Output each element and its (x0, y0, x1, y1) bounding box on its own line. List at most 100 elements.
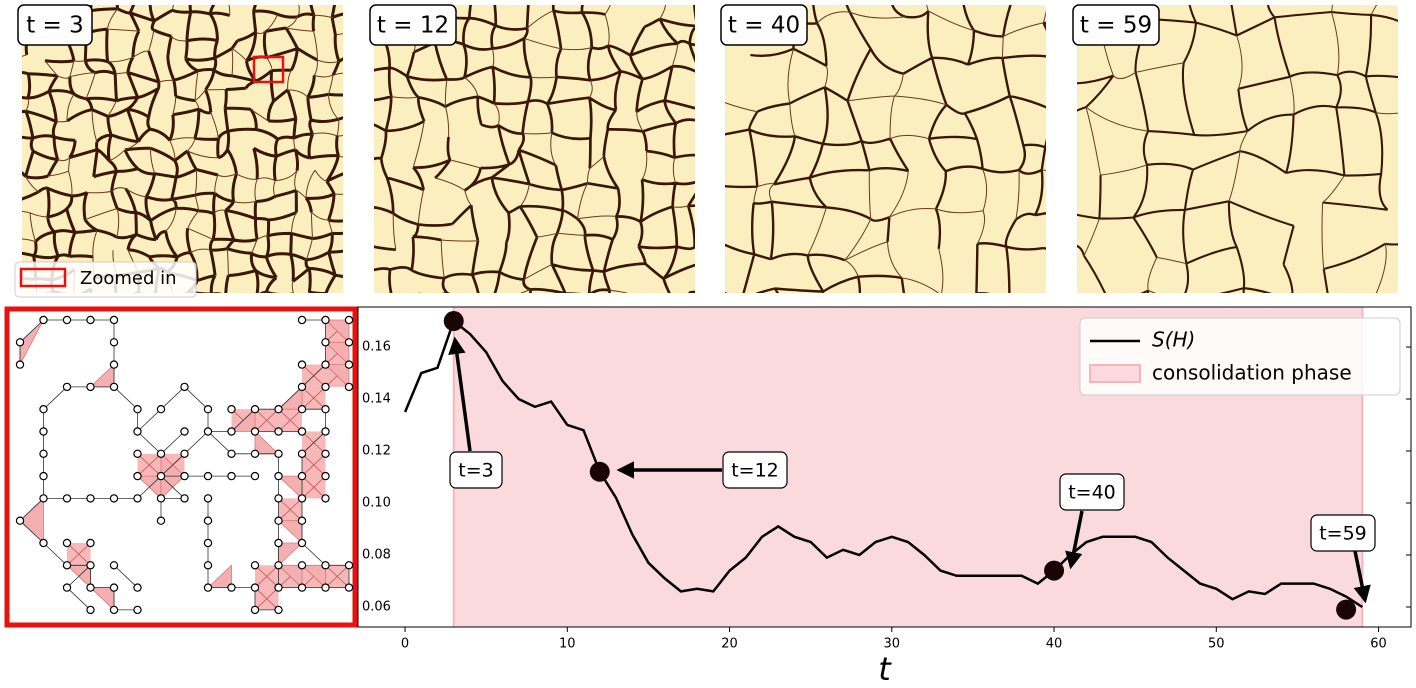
node (297, 405, 307, 414)
panel-label-box (1072, 4, 1160, 46)
node (274, 427, 283, 436)
node (227, 449, 236, 458)
x-tick-label: 10 (559, 637, 576, 652)
node (86, 561, 95, 570)
panel-label-box (17, 4, 93, 46)
annotation: t=59 (1319, 523, 1367, 545)
y-tick-label: 0.14 (362, 392, 391, 407)
node (227, 583, 236, 592)
node (321, 315, 330, 325)
node (109, 360, 119, 369)
node (227, 427, 236, 436)
x-axis-label: t (878, 650, 892, 688)
legend-label: consolidation phase (1152, 361, 1352, 385)
node (109, 583, 119, 592)
node (62, 315, 72, 325)
simplex-cross (278, 408, 303, 432)
cracks (374, 5, 695, 293)
y-tick-label: 0.06 (362, 599, 391, 614)
node (274, 494, 283, 503)
node (344, 360, 354, 369)
node (62, 583, 72, 592)
node (274, 538, 283, 548)
node (203, 516, 213, 525)
image-bg (1077, 5, 1398, 293)
node (274, 449, 283, 458)
annotation-box (722, 451, 788, 489)
node (274, 405, 283, 414)
node (250, 449, 260, 458)
crack-image (1077, 5, 1398, 293)
node (297, 427, 307, 436)
panel-label-box (369, 4, 457, 46)
node (321, 338, 330, 347)
panel-label: t = 40 (728, 13, 800, 39)
node (180, 471, 189, 481)
node (15, 338, 25, 347)
node (297, 516, 307, 525)
simplex-cross (137, 453, 162, 477)
node (86, 605, 95, 615)
panel-label: t = 59 (1080, 13, 1152, 39)
node (109, 338, 119, 347)
node (62, 561, 72, 570)
node (203, 471, 213, 481)
node (321, 561, 330, 570)
node (250, 427, 260, 436)
node (39, 538, 48, 548)
node (344, 583, 354, 592)
node (180, 449, 189, 458)
highlight-point (443, 311, 464, 332)
x-tick-label: 0 (401, 637, 409, 652)
node (203, 494, 213, 503)
highlight-point (1336, 599, 1357, 620)
simplex-fill (277, 564, 303, 589)
node (109, 605, 119, 615)
simplex-fill (324, 319, 350, 344)
node (321, 405, 330, 414)
node (62, 382, 72, 392)
node (15, 516, 25, 525)
node (86, 538, 95, 548)
node (297, 315, 307, 325)
x-tick-label: 30 (884, 637, 901, 652)
node (133, 471, 142, 481)
node (250, 605, 260, 615)
annotation: t=3 (458, 460, 493, 482)
node (180, 427, 189, 436)
node (321, 583, 330, 592)
legend-label: S(H) (1152, 328, 1195, 352)
simplex-fill (324, 341, 350, 366)
cracks (725, 5, 1046, 293)
edge (19, 319, 44, 343)
x-tick-label: 60 (1370, 637, 1387, 652)
node (321, 449, 330, 458)
y-tick-label: 0.12 (362, 444, 391, 459)
simplex-cross (301, 475, 326, 499)
crack-image (725, 5, 1046, 293)
annotation-box (1059, 473, 1125, 511)
node (133, 449, 142, 458)
node (344, 382, 354, 392)
node (109, 561, 119, 570)
node (86, 382, 95, 392)
node (133, 583, 142, 592)
thin-cracks (1083, 5, 1398, 293)
node (39, 494, 48, 503)
node (250, 405, 260, 414)
crack-image (374, 5, 695, 293)
node (321, 494, 330, 503)
node (156, 449, 166, 458)
node (156, 405, 166, 414)
node (39, 405, 48, 414)
node (250, 561, 260, 570)
node (297, 583, 307, 592)
node (203, 583, 213, 592)
node (203, 427, 213, 436)
node (133, 494, 142, 503)
annotation-arrow (1353, 550, 1371, 604)
node (62, 538, 72, 548)
node (297, 360, 307, 369)
legend-swatch (1089, 364, 1141, 383)
